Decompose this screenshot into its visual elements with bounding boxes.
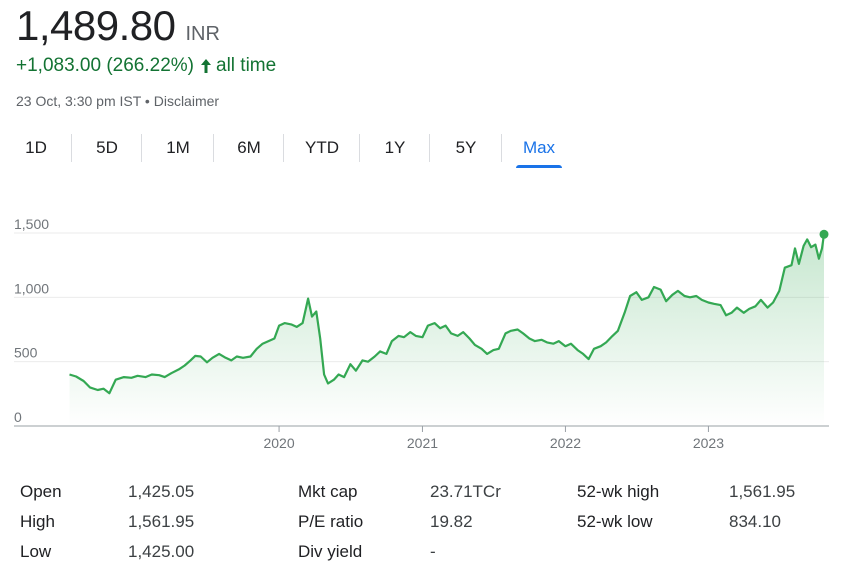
- active-tab-indicator: [516, 165, 562, 168]
- stat-open-label: Open: [20, 482, 62, 501]
- latest-price-dot: [819, 229, 829, 239]
- x-tick-label: 2023: [693, 435, 724, 451]
- stat-pe-value: 19.82: [430, 512, 473, 531]
- stat-52wklow-value: 834.10: [729, 512, 781, 531]
- tab-5y[interactable]: 5Y: [430, 128, 502, 168]
- current-price: 1,489.80: [16, 2, 176, 49]
- stat-divyield-label: Div yield: [298, 542, 363, 561]
- tab-label: 1D: [25, 138, 47, 157]
- tab-6m[interactable]: 6M: [214, 128, 284, 168]
- x-tick-label: 2022: [550, 435, 581, 451]
- stat-high-label: High: [20, 512, 55, 531]
- quote-meta: 23 Oct, 3:30 pm IST • Disclaimer: [16, 93, 219, 109]
- y-tick-label: 500: [14, 345, 38, 361]
- x-tick-label: 2021: [407, 435, 438, 451]
- tab-label: 5D: [96, 138, 118, 157]
- tab-label: 1M: [166, 138, 190, 157]
- stat-divyield-value: -: [430, 542, 436, 561]
- y-tick-label: 1,500: [14, 216, 49, 232]
- stat-52wkhigh-value: 1,561.95: [729, 482, 796, 501]
- stat-low-value: 1,425.00: [128, 542, 195, 561]
- stat-high-value: 1,561.95: [128, 512, 195, 531]
- tab-label: Max: [522, 138, 556, 157]
- stat-low-label: Low: [20, 542, 52, 561]
- tab-5d[interactable]: 5D: [72, 128, 142, 168]
- tab-label: 1Y: [384, 138, 406, 157]
- x-tick-label: 2020: [263, 435, 294, 451]
- stat-open-value: 1,425.05: [128, 482, 195, 501]
- change-period: all time: [216, 55, 277, 76]
- meta-separator: •: [144, 93, 150, 109]
- price-header: 1,489.80 INR: [16, 2, 220, 52]
- tab-label: 6M: [237, 138, 261, 157]
- tab-label: YTD: [305, 138, 339, 157]
- disclaimer-link[interactable]: Disclaimer: [153, 93, 220, 109]
- stat-mktcap-value: 23.71TCr: [430, 482, 501, 501]
- stat-52wkhigh-label: 52-wk high: [577, 482, 660, 501]
- tab-ytd[interactable]: YTD: [284, 128, 360, 168]
- y-tick-label: 1,000: [14, 280, 49, 296]
- timestamp: 23 Oct, 3:30 pm IST: [16, 93, 142, 109]
- tab-1d[interactable]: 1D: [0, 128, 72, 168]
- arrow-up-icon: [200, 58, 212, 74]
- price-change: +1,083.00 (266.22%) all time: [16, 55, 276, 77]
- currency-code: INR: [185, 23, 220, 45]
- tab-1m[interactable]: 1M: [142, 128, 214, 168]
- tab-1y[interactable]: 1Y: [360, 128, 430, 168]
- stat-52wklow-label: 52-wk low: [577, 512, 653, 531]
- y-tick-label: 0: [14, 409, 22, 425]
- price-area-fill: [69, 234, 824, 426]
- price-chart-svg: 0 500 1,000 1,500 2020 2021 2022 2023: [14, 216, 829, 451]
- range-tabs: 1D 5D 1M 6M YTD 1Y 5Y Max: [0, 128, 562, 168]
- change-value: +1,083.00 (266.22%): [16, 55, 194, 76]
- tab-max[interactable]: Max: [516, 128, 562, 168]
- price-chart[interactable]: 0 500 1,000 1,500 2020 2021 2022 2023: [0, 195, 847, 460]
- price-line: [69, 234, 826, 395]
- stat-pe-label: P/E ratio: [298, 512, 364, 531]
- stat-mktcap-label: Mkt cap: [298, 482, 358, 501]
- tab-label: 5Y: [455, 138, 477, 157]
